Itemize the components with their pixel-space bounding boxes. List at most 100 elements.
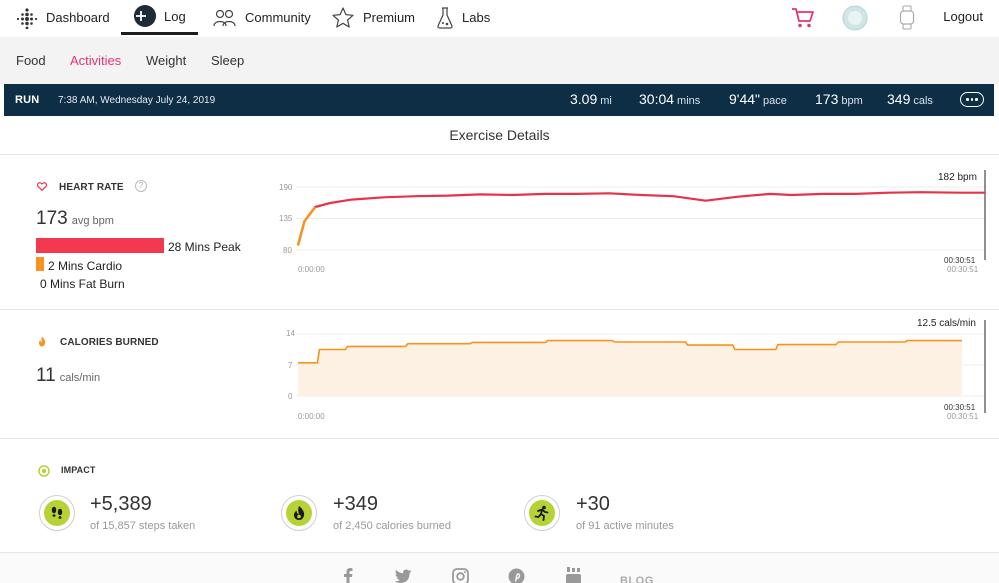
subnav-food[interactable]: Food [16,53,46,68]
subnav-activities[interactable]: Activities [70,53,122,68]
hr-cardio-segment [296,206,317,246]
stat-duration-value: 30:04 [639,91,675,107]
stat-calories: 349 cals [887,91,933,107]
cart-button[interactable] [791,3,815,33]
pinterest-icon[interactable] [508,568,525,583]
blog-link[interactable]: BLOG [620,575,654,583]
star-icon [332,6,354,28]
stat-distance-value: 3.09 [570,91,598,107]
subnav-weight[interactable]: Weight [146,53,187,68]
calories-chart [296,320,986,413]
top-nav: Dashboard Log Community Premium [0,0,999,37]
subnav-sleep[interactable]: Sleep [211,53,245,68]
footer: BLOG [0,552,999,583]
flame-icon [293,506,305,520]
impact-steps-badge [39,495,75,531]
nav-labs[interactable]: Labs [436,0,490,35]
help-icon[interactable]: ? [135,180,147,192]
heart-icon [37,182,47,191]
zone-peak-label: 28 Mins Peak [168,240,241,254]
stat-duration-unit: mins [677,95,701,107]
impact-calories-sub: of 2,450 calories burned [333,520,452,532]
runner-icon [534,505,549,521]
divider [0,438,999,439]
stat-heart-rate: 173 bpm [815,91,863,107]
stat-heart-rate-unit: bpm [841,95,863,107]
more-dot-icon [970,98,974,101]
hr-start-time: 0:00:00 [298,265,325,274]
impact-steps-value: +5,389 [90,493,152,515]
logout-link[interactable]: Logout [943,9,983,24]
run-summary-bar: RUN 7:38 AM, Wednesday July 24, 2019 3.0… [4,84,994,116]
facebook-icon[interactable] [343,567,353,583]
more-dot-icon [966,98,969,101]
impact-active-badge [524,495,560,531]
run-type: RUN [15,94,40,106]
avatar[interactable] [842,3,868,33]
calories-title: CALORIES BURNED [60,337,159,348]
heart-rate-avg: 173 avg bpm [36,208,114,230]
twitter-icon[interactable] [394,569,412,583]
stat-calories-unit: cals [913,95,933,107]
calories-avg-unit: cals/min [59,372,101,384]
instagram-icon[interactable] [452,568,469,583]
footsteps-icon [51,506,63,519]
heart-rate-chart [296,170,986,260]
nav-dashboard[interactable]: Dashboard [16,0,110,35]
zone-fatburn-label: 0 Mins Fat Burn [40,277,125,291]
cal-end-time: 00:30:51 [944,403,976,412]
calories-avg-value: 11 [36,365,56,386]
nav-dashboard-label: Dashboard [46,10,110,25]
exercise-details-title: Exercise Details [0,116,999,155]
target-icon [38,465,50,477]
stat-pace-value: 9'44" [729,91,761,107]
plus-icon [134,5,156,27]
stat-duration: 30:04 mins [639,91,700,107]
hr-ytick-80: 80 [283,246,292,255]
stat-distance: 3.09 mi [570,91,612,107]
cal-area-fill [298,340,962,396]
fitbit-logo-icon [16,7,38,29]
zone-bar-cardio [36,257,44,271]
hr-max-label: 182 bpm [938,172,977,183]
cal-ytick-0: 0 [288,392,293,401]
nav-community[interactable]: Community [213,0,311,35]
impact-title: IMPACT [61,465,96,475]
flask-icon [437,6,453,29]
nav-community-label: Community [245,10,311,25]
stat-pace-unit: pace [763,95,787,107]
divider [0,309,999,310]
zone-cardio-label: 2 Mins Cardio [48,259,123,273]
cal-ytick-7: 7 [288,361,293,370]
hr-series-line [296,191,985,246]
nav-log[interactable]: Log [121,0,198,35]
stat-distance-unit: mi [600,95,612,107]
heart-rate-avg-value: 173 [36,208,68,229]
calories-avg: 11 cals/min [36,365,100,387]
nav-labs-label: Labs [462,10,491,25]
heart-rate-avg-unit: avg bpm [71,215,114,227]
stat-calories-value: 349 [887,91,911,107]
hr-end-time: 00:30:51 [944,256,976,265]
more-options-button[interactable] [960,92,984,107]
impact-active-value: +30 [576,493,610,515]
youtube-icon[interactable] [565,566,582,583]
heart-rate-title: HEART RATE [59,182,124,193]
cal-max-label: 12.5 cals/min [917,318,976,329]
nav-premium[interactable]: Premium [331,0,415,35]
cal-ytick-14: 14 [286,329,295,338]
hr-ytick-135: 135 [279,214,293,223]
hr-ytick-190: 190 [279,183,293,192]
more-dot-icon [975,98,978,101]
cal-start-time: 0:00:00 [298,412,325,421]
cal-end-time-sub: 00:30:51 [947,412,979,421]
sub-nav: Food Activities Weight Sleep [0,37,999,84]
nav-premium-label: Premium [363,10,416,25]
impact-calories-value: +349 [333,493,379,515]
impact-calories-badge [281,495,317,531]
hr-end-time-sub: 00:30:51 [947,265,979,274]
device-button[interactable] [898,3,916,33]
flame-icon [38,336,46,347]
run-datetime: 7:38 AM, Wednesday July 24, 2019 [58,95,216,106]
